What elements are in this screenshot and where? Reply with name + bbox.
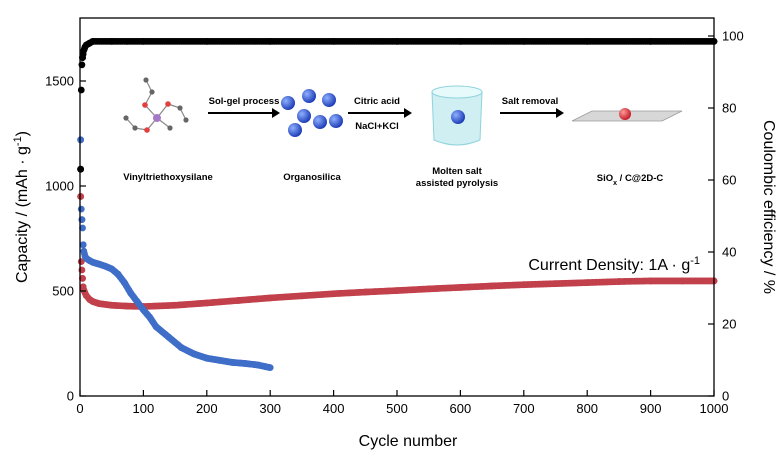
arrow-label-citric-acid: Citric acid (354, 96, 400, 107)
schematic-label-vinyltriethoxysilane: Vinyltriethoxysilane (123, 172, 213, 183)
x-tick-label: 800 (576, 401, 598, 416)
data-points (77, 38, 718, 372)
x-tick-label: 400 (323, 401, 345, 416)
y-left-tick-label: 1500 (45, 74, 74, 89)
y-right-tick-label: 0 (722, 389, 729, 404)
arrow-head-icon (272, 108, 280, 118)
synthesis-schematic: Vinyltriethoxysilane Sol-gel process (123, 77, 683, 189)
series-0 (77, 38, 718, 173)
trend-point (266, 364, 273, 371)
schematic-label-pyrolysis: assisted pyrolysis (416, 178, 498, 189)
x-axis-label: Cycle number (359, 433, 458, 450)
data-point (77, 86, 85, 94)
y-axis-left-label: Capacity / (mAh · g-1) (12, 131, 31, 283)
x-tick-label: 500 (386, 401, 408, 416)
arrow-head-icon (556, 108, 564, 118)
arrow-head-icon (404, 108, 412, 118)
y-right-tick-label: 100 (722, 29, 744, 44)
arrow-label-salts: NaCl+KCl (355, 121, 399, 132)
x-tick-label: 1000 (700, 401, 729, 416)
schematic-label-molten-salt: Molten salt (432, 166, 482, 177)
y-right-tick-label: 80 (722, 101, 736, 116)
trend-point (79, 54, 86, 61)
y-right-tick-label: 60 (722, 173, 736, 188)
trend-point (79, 241, 87, 249)
schematic-label-product: SiOx / C@2D-C (597, 173, 664, 187)
arrow-label-salt-removal: Salt removal (502, 96, 559, 107)
current-density-annotation: Current Density: 1A · g-1 (528, 255, 700, 274)
x-tick-label: 100 (133, 401, 155, 416)
y-left-tick-label: 500 (52, 284, 74, 299)
trend-point (79, 275, 86, 282)
series-2 (77, 136, 274, 372)
axis-ticks: 0 100 200 300 400 500 600 700 800 900 100005001000… (45, 29, 744, 417)
arrow-label-sol-gel: Sol-gel process (209, 96, 280, 107)
carbon-sheet-icon (571, 108, 683, 122)
y-left-tick-label: 0 (67, 389, 74, 404)
x-tick-label: 600 (450, 401, 472, 416)
x-tick-label: 300 (259, 401, 281, 416)
y-right-tick-label: 40 (722, 245, 736, 260)
x-tick-label: 200 (196, 401, 218, 416)
x-tick-label: 0 (76, 401, 83, 416)
y-right-tick-label: 20 (722, 317, 736, 332)
x-tick-label: 900 (640, 401, 662, 416)
series-1 (77, 193, 718, 310)
schematic-label-organosilica: Organosilica (283, 172, 341, 183)
y-left-tick-label: 1000 (45, 179, 74, 194)
x-tick-label: 700 (513, 401, 535, 416)
y-axis-right-label: Coulombic efficiency / % (760, 120, 777, 294)
molten-salt-cup-icon (431, 85, 483, 146)
organosilica-spheres-icon (281, 89, 343, 137)
molecule-icon (123, 77, 189, 133)
data-point (77, 205, 85, 213)
data-point (79, 224, 86, 232)
